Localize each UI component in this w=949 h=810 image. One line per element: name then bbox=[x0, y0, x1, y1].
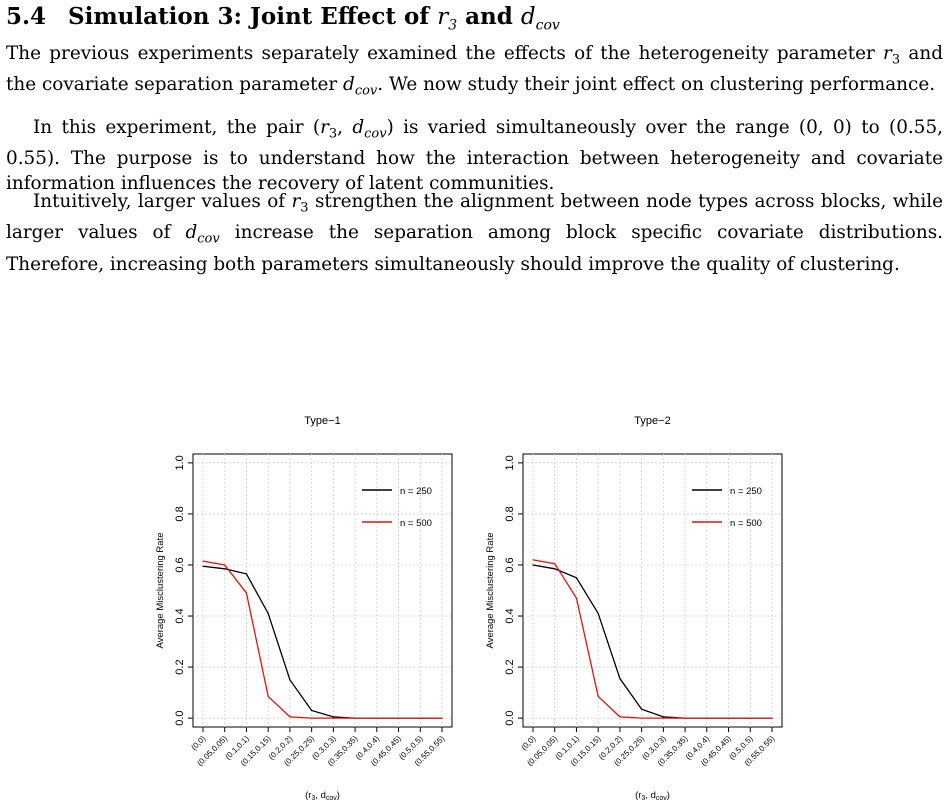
data-point bbox=[706, 717, 708, 719]
figure: Type−1 0.0 0.2 0.4 0.6 0.8 1.0 Average Misclust… bbox=[147, 360, 799, 806]
math-r3: r3 bbox=[437, 4, 458, 34]
data-point bbox=[419, 717, 421, 719]
data-point bbox=[575, 597, 578, 599]
data-point bbox=[554, 568, 556, 570]
data-point bbox=[441, 717, 443, 719]
data-point bbox=[397, 717, 400, 719]
section-heading: 5.4 Simulation 3: Joint Effect of r3 and … bbox=[6, 2, 560, 41]
data-point bbox=[202, 565, 204, 567]
data-point bbox=[245, 592, 248, 594]
legend-label-1: n = 250 bbox=[400, 486, 432, 497]
legend-label-2: n = 500 bbox=[400, 518, 432, 529]
section-number: 5.4 bbox=[6, 3, 47, 30]
data-point bbox=[354, 717, 356, 719]
data-point bbox=[532, 564, 534, 566]
data-point bbox=[289, 716, 291, 718]
series-line-2 bbox=[532, 559, 772, 719]
y-axis-label: Average Misclustering Rate bbox=[485, 533, 496, 649]
data-point bbox=[332, 717, 334, 719]
x-axis-label: (r3, dcov) bbox=[635, 790, 670, 802]
y-tick-label: 0.2 bbox=[504, 659, 516, 674]
y-tick-label: 0.0 bbox=[174, 710, 186, 725]
data-point bbox=[575, 577, 578, 579]
paragraph-2: In this experiment, the pair (r3, dcov) … bbox=[6, 117, 943, 194]
x-tick-label: (0,0) bbox=[519, 734, 537, 752]
legend-label-2: n = 500 bbox=[730, 518, 762, 529]
y-axis-label: Average Misclustering Rate bbox=[155, 533, 166, 649]
data-point bbox=[311, 709, 313, 712]
data-point bbox=[597, 612, 599, 615]
section-title-text: Simulation 3: Joint Effect of bbox=[68, 3, 438, 30]
data-point bbox=[662, 716, 664, 718]
data-point bbox=[597, 695, 599, 698]
section-title-and: and bbox=[457, 3, 521, 30]
plot-area-1 bbox=[192, 453, 453, 728]
paragraph-1: The previous experiments separately exam… bbox=[6, 43, 943, 99]
y-tick-label: 0.8 bbox=[174, 506, 186, 521]
data-point bbox=[727, 717, 730, 719]
data-point bbox=[684, 717, 686, 719]
series-line-2 bbox=[202, 560, 442, 719]
x-tick-label: (0,0) bbox=[189, 734, 207, 752]
data-point bbox=[267, 695, 269, 698]
data-point bbox=[641, 717, 643, 719]
data-point bbox=[619, 677, 621, 680]
y-tick-label: 0.6 bbox=[504, 557, 516, 572]
data-point bbox=[771, 717, 773, 719]
chart-title: Type−2 bbox=[634, 415, 670, 427]
x-axis-label: (r3, dcov) bbox=[305, 790, 340, 802]
y-tick-label: 0.4 bbox=[174, 608, 186, 623]
y-tick-label: 0.2 bbox=[174, 659, 186, 674]
y-tick-label: 0.6 bbox=[174, 557, 186, 572]
figure-svg: Type−1 0.0 0.2 0.4 0.6 0.8 1.0 Average Misclust… bbox=[155, 415, 783, 802]
y-tick-label: 0.0 bbox=[504, 710, 516, 725]
plot-area-2 bbox=[522, 453, 783, 728]
data-point bbox=[376, 717, 378, 719]
chart-title: Type−1 bbox=[304, 415, 340, 427]
data-point bbox=[289, 679, 291, 681]
data-point bbox=[641, 708, 643, 710]
data-point bbox=[749, 717, 751, 719]
y-tick-label: 0.8 bbox=[504, 506, 516, 521]
data-point bbox=[311, 717, 313, 719]
paragraph-3: Intuitively, larger values of r3 strengt… bbox=[6, 191, 943, 275]
math-dcov: dcov bbox=[520, 4, 560, 34]
y-tick-label: 0.4 bbox=[504, 608, 516, 623]
legend-label-1: n = 250 bbox=[730, 486, 762, 497]
data-point bbox=[224, 568, 226, 570]
data-point bbox=[332, 716, 334, 718]
data-point bbox=[267, 612, 269, 615]
data-point bbox=[202, 560, 204, 562]
data-point bbox=[245, 573, 248, 575]
y-tick-label: 1.0 bbox=[504, 455, 516, 470]
data-point bbox=[619, 716, 621, 718]
data-point bbox=[532, 559, 534, 561]
data-point bbox=[662, 717, 664, 719]
data-point bbox=[554, 563, 556, 565]
y-tick-label: 1.0 bbox=[174, 455, 186, 470]
data-point bbox=[224, 564, 226, 566]
